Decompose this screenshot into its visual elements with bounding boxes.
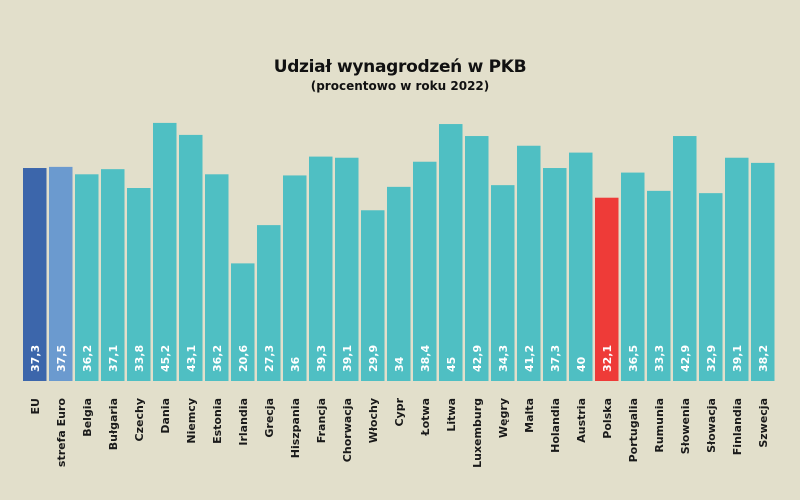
- data-label: 41,2: [523, 345, 536, 372]
- category-label: Polska: [601, 398, 614, 439]
- category-label: Dania: [159, 398, 172, 434]
- data-label: 39,3: [315, 345, 328, 372]
- bar: [673, 136, 697, 381]
- category-label: Litwa: [445, 398, 458, 432]
- category-label: Luxemburg: [471, 398, 484, 468]
- bar: [49, 166, 73, 381]
- bar: [361, 210, 385, 381]
- bar: [127, 188, 151, 381]
- category-label: Łotwa: [419, 398, 432, 436]
- bar: [413, 161, 437, 381]
- category-label: Finlandia: [731, 398, 744, 455]
- category-label: EU: [29, 398, 42, 414]
- data-label: 36,5: [627, 345, 640, 372]
- category-label: Francja: [315, 398, 328, 443]
- category-label: Niemcy: [185, 398, 198, 444]
- bar: [153, 122, 177, 382]
- bar: [465, 136, 489, 381]
- category-label: Austria: [575, 398, 588, 443]
- data-label: 38,4: [419, 345, 432, 372]
- bar: [283, 175, 307, 381]
- bar: [387, 186, 411, 381]
- category-label: Słowacja: [705, 398, 718, 453]
- category-label: strefa Euro: [55, 398, 68, 467]
- category-label: Bułgaria: [107, 398, 120, 450]
- data-label: 45,2: [159, 345, 172, 372]
- chart-title: Udział wynagrodzeń w PKB: [273, 57, 527, 77]
- data-label: 20,6: [237, 345, 250, 372]
- bar: [491, 185, 515, 381]
- data-label: 37,3: [549, 345, 562, 372]
- bar: [621, 172, 645, 381]
- category-label: Węgry: [497, 398, 510, 438]
- data-label: 38,2: [757, 345, 770, 372]
- bar: [335, 157, 359, 381]
- category-label: Irlandia: [237, 398, 250, 446]
- data-label: 36,2: [81, 345, 94, 372]
- bar: [439, 124, 463, 382]
- data-label: 39,1: [731, 345, 744, 372]
- data-label: 45: [445, 357, 458, 372]
- bar: [751, 162, 775, 381]
- bar: [231, 263, 255, 381]
- bar: [699, 193, 723, 381]
- data-label: 32,9: [705, 345, 718, 372]
- data-label: 37,1: [107, 345, 120, 372]
- data-label: 36: [289, 356, 302, 372]
- category-label: Cypr: [393, 397, 406, 426]
- data-label: 34,3: [497, 345, 510, 372]
- bar: [101, 169, 125, 381]
- category-label: Słowenia: [679, 398, 692, 454]
- data-label: 29,9: [367, 345, 380, 372]
- data-label: 34: [393, 356, 406, 372]
- category-label: Malta: [523, 398, 536, 433]
- bar: [309, 156, 333, 381]
- category-label: Portugalia: [627, 398, 640, 462]
- data-label: 36,2: [211, 345, 224, 372]
- data-label: 39,1: [341, 345, 354, 372]
- bar: [647, 190, 671, 381]
- category-label: Czechy: [133, 398, 146, 441]
- category-label: Rumunia: [653, 398, 666, 453]
- bar: [23, 168, 47, 381]
- data-label: 40: [575, 356, 588, 372]
- data-label: 42,9: [471, 345, 484, 372]
- category-label: Estonia: [211, 398, 224, 444]
- category-label: Hiszpania: [289, 398, 302, 458]
- bar: [725, 157, 749, 381]
- chart-subtitle: (procentowo w roku 2022): [310, 79, 490, 93]
- data-label: 42,9: [679, 345, 692, 372]
- category-label: Belgia: [81, 398, 94, 437]
- data-label: 37,3: [29, 345, 42, 372]
- bar: [517, 145, 541, 381]
- category-label: Grecja: [263, 398, 276, 438]
- bar: [569, 152, 593, 381]
- bar: [179, 134, 203, 381]
- category-label: Holandia: [549, 398, 562, 453]
- data-label: 32,1: [601, 345, 614, 372]
- category-label: Chorwacja: [341, 398, 354, 462]
- data-label: 33,3: [653, 345, 666, 372]
- bar: [595, 197, 619, 381]
- bar: [257, 225, 281, 381]
- data-label: 27,3: [263, 345, 276, 372]
- data-label: 33,8: [133, 345, 146, 372]
- data-label: 43,1: [185, 345, 198, 372]
- category-label: Włochy: [367, 398, 380, 443]
- category-label: Szwecja: [757, 398, 770, 448]
- bar: [75, 174, 99, 381]
- bar: [543, 168, 567, 381]
- data-label: 37,5: [55, 345, 68, 372]
- bar: [205, 174, 229, 381]
